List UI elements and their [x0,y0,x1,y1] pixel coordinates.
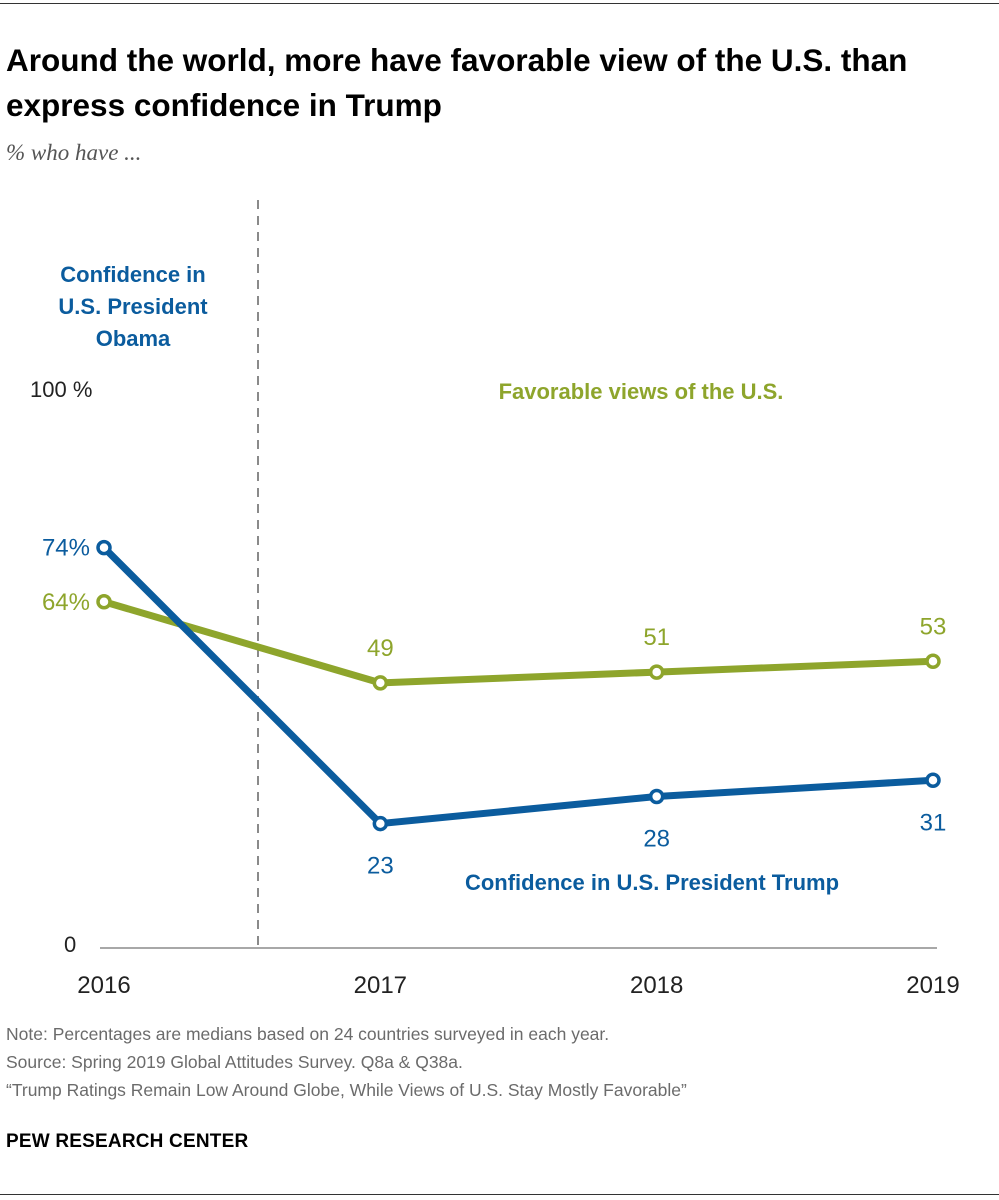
data-label-confidence: 23 [367,853,394,880]
data-point-favorable [96,594,112,610]
x-tick-label: 2017 [354,972,407,999]
obama-annotation-line: Obama [96,326,171,351]
series-label-confidence: Confidence in U.S. President Trump [465,870,839,895]
chart-axes: 0 100 % 2016 2017 2018 2019 [30,200,960,999]
chart-series [96,539,941,832]
chart-value-labels: 64% 49 51 53 74% 23 28 31 Favorable views of the… [42,379,946,895]
report-title-text: “Trump Ratings Remain Low Around Globe, … [6,1080,687,1100]
chart-notes: Note: Percentages are medians based on 2… [6,1020,991,1104]
note-text: Note: Percentages are medians based on 2… [6,1024,610,1044]
y-tick-label: 100 % [30,377,92,402]
chart-title: Around the world, more have favorable vi… [6,42,908,123]
data-point-confidence [925,772,941,789]
y-tick-label: 0 [64,932,76,957]
data-point-confidence [96,539,112,556]
obama-annotation-line: Confidence in [60,262,205,287]
data-point-favorable [925,653,941,670]
source-text: Source: Spring 2019 Global Attitudes Sur… [6,1052,463,1072]
obama-annotation-line: U.S. President [58,294,208,319]
chart-annotations: Confidence in U.S. President Obama [58,262,208,351]
data-point-confidence [648,788,665,805]
data-point-confidence [372,815,389,832]
x-tick-label: 2016 [77,972,130,999]
bottom-rule [0,1194,999,1195]
series-line-confidence [100,544,937,828]
data-point-favorable [372,675,389,691]
line-chart: Confidence in U.S. President Obama 0 100 % 2… [30,200,960,999]
data-label-confidence: 74% [42,535,90,562]
series-label-favorable: Favorable views of the U.S. [499,379,784,404]
chart-subtitle: % who have ... [6,140,142,165]
top-rule [0,3,999,4]
data-point-favorable [648,664,665,680]
brand-logo-text: PEW RESEARCH CENTER [6,1131,249,1152]
data-label-favorable: 53 [920,613,947,640]
x-tick-label: 2018 [630,972,683,999]
data-label-confidence: 28 [643,826,670,853]
series-line-favorable [100,598,937,687]
data-label-favorable: 51 [643,624,670,651]
data-label-favorable: 64% [42,589,90,616]
data-label-confidence: 31 [920,809,947,836]
x-tick-label: 2019 [906,972,959,999]
data-label-favorable: 49 [367,635,394,662]
